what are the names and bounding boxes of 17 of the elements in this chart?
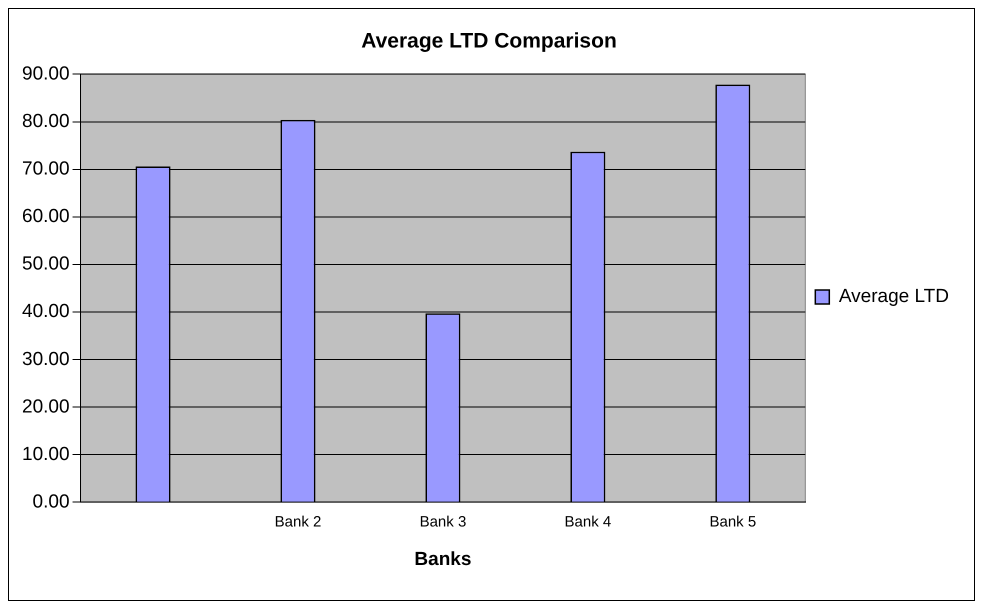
- x-tick-label: Bank 2: [274, 513, 322, 530]
- y-tick-label: 50.00: [22, 254, 70, 275]
- x-tick-label: Bank 4: [564, 513, 612, 530]
- y-tick-label: 70.00: [22, 158, 70, 180]
- x-axis-title: Banks: [414, 548, 472, 570]
- y-tick-label: 30.00: [22, 348, 70, 370]
- x-tick-label: Bank 3: [420, 513, 466, 530]
- x-tick-label: Bank 5: [709, 513, 756, 530]
- y-tick-label: 90.00: [22, 63, 70, 84]
- y-tick-label: 0.00: [32, 491, 70, 512]
- chart-title: Average LTD Comparison: [361, 29, 617, 52]
- y-tick-label: 40.00: [22, 301, 70, 322]
- legend-label: Average LTD: [838, 286, 949, 308]
- y-tick-label: 10.00: [22, 444, 70, 465]
- y-tick-label: 20.00: [22, 396, 70, 418]
- y-tick-label: 60.00: [22, 206, 70, 228]
- y-tick-label: 80.00: [22, 110, 70, 132]
